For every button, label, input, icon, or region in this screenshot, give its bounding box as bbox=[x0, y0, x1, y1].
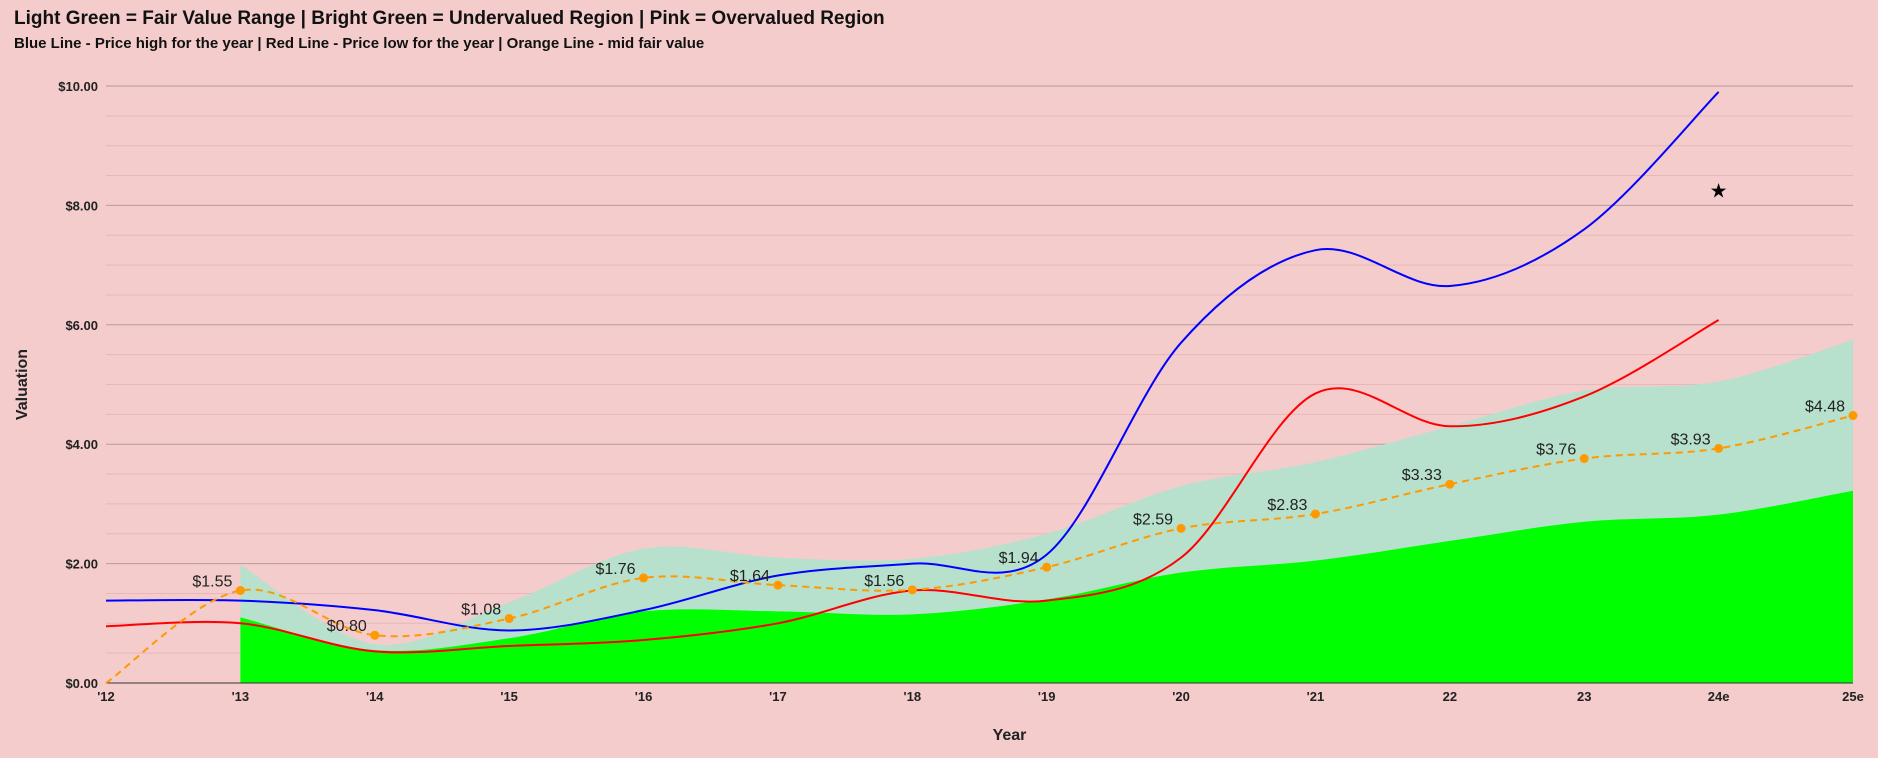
data-label: $2.59 bbox=[1133, 511, 1173, 528]
mid-fair-value-point bbox=[235, 585, 245, 595]
data-label: $1.55 bbox=[192, 573, 232, 590]
data-label: $1.64 bbox=[730, 568, 770, 585]
mid-fair-value-point bbox=[1848, 411, 1858, 421]
data-label: $1.76 bbox=[595, 561, 635, 578]
x-tick-label: '15 bbox=[500, 689, 518, 704]
x-tick-label: '12 bbox=[97, 689, 115, 704]
y-tick-label: $6.00 bbox=[65, 318, 98, 333]
mid-fair-value-point bbox=[1176, 523, 1186, 533]
price-low-line bbox=[105, 319, 1720, 654]
x-tick-label: '19 bbox=[1038, 689, 1056, 704]
x-tick-label: '20 bbox=[1172, 689, 1190, 704]
y-axis-title: Valuation bbox=[14, 349, 31, 420]
x-tick-label: '18 bbox=[904, 689, 922, 704]
x-tick-label: '21 bbox=[1307, 689, 1325, 704]
data-label: $3.93 bbox=[1671, 431, 1711, 448]
y-tick-label: $0.00 bbox=[65, 676, 98, 691]
undervalued-area bbox=[240, 490, 1853, 683]
mid-fair-value-point bbox=[1714, 443, 1724, 453]
mid-fair-value-point bbox=[1042, 562, 1052, 572]
x-tick-label: '16 bbox=[635, 689, 653, 704]
mid-fair-value-point bbox=[370, 630, 380, 640]
mid-fair-value-point bbox=[1579, 454, 1589, 464]
x-tick-label: 23 bbox=[1577, 689, 1591, 704]
mid-fair-value-line bbox=[105, 414, 1854, 684]
mid-fair-value-point bbox=[773, 580, 783, 590]
data-label: $2.83 bbox=[1267, 497, 1307, 514]
data-label: $1.94 bbox=[999, 550, 1039, 567]
x-tick-label: '14 bbox=[366, 689, 384, 704]
data-label: $1.56 bbox=[864, 573, 904, 590]
y-tick-label: $4.00 bbox=[65, 437, 98, 452]
x-tick-label: 25e bbox=[1842, 689, 1864, 704]
data-label: $4.48 bbox=[1805, 399, 1845, 416]
y-tick-label: $10.00 bbox=[58, 79, 98, 94]
mid-fair-value-point bbox=[1445, 479, 1455, 489]
x-tick-label: '17 bbox=[769, 689, 787, 704]
data-label: $3.33 bbox=[1402, 467, 1442, 484]
data-label: $1.08 bbox=[461, 602, 501, 619]
mid-fair-value-point bbox=[639, 573, 649, 583]
chart-subtitle: Blue Line - Price high for the year | Re… bbox=[14, 35, 705, 52]
price-high-line bbox=[105, 91, 1720, 632]
x-axis-title: Year bbox=[993, 727, 1027, 744]
star-annotation: ★ bbox=[1710, 180, 1728, 202]
data-label: $3.76 bbox=[1536, 442, 1576, 459]
y-tick-label: $8.00 bbox=[65, 198, 98, 213]
mid-fair-value-point bbox=[1310, 509, 1320, 519]
mid-fair-value-point bbox=[504, 614, 514, 624]
data-label: $0.80 bbox=[327, 618, 367, 635]
chart-title: Light Green = Fair Value Range | Bright … bbox=[14, 8, 885, 29]
y-tick-label: $2.00 bbox=[65, 557, 98, 572]
x-tick-label: '13 bbox=[232, 689, 250, 704]
mid-fair-value-point bbox=[907, 585, 917, 595]
x-tick-label: 22 bbox=[1443, 689, 1457, 704]
x-tick-label: 24e bbox=[1708, 689, 1730, 704]
